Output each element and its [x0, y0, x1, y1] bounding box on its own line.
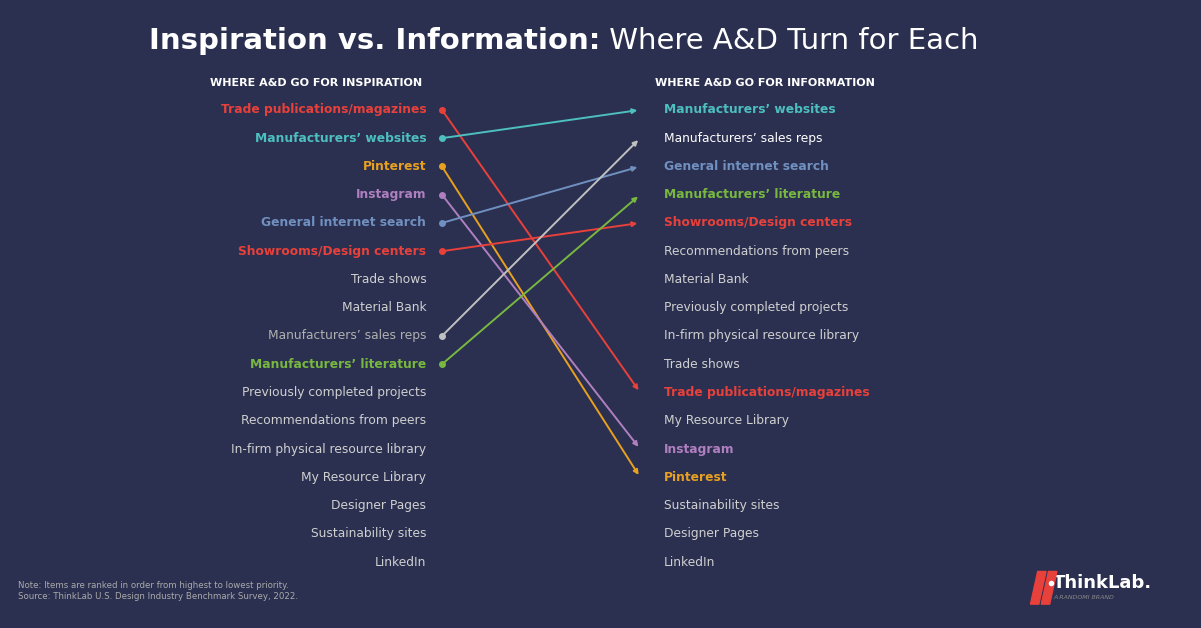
Text: Recommendations from peers: Recommendations from peers — [664, 245, 849, 257]
Text: Where A&D Turn for Each: Where A&D Turn for Each — [600, 27, 979, 55]
Text: Instagram: Instagram — [664, 443, 735, 455]
Text: WHERE A&D GO FOR INSPIRATION: WHERE A&D GO FOR INSPIRATION — [210, 78, 423, 88]
Text: Showrooms/Design centers: Showrooms/Design centers — [664, 217, 853, 229]
Polygon shape — [1041, 571, 1057, 604]
Text: Note: Items are ranked in order from highest to lowest priority.: Note: Items are ranked in order from hig… — [18, 581, 288, 590]
Text: Material Bank: Material Bank — [664, 273, 748, 286]
Text: Source: ThinkLab U.S. Design Industry Benchmark Survey, 2022.: Source: ThinkLab U.S. Design Industry Be… — [18, 592, 298, 601]
Text: LinkedIn: LinkedIn — [375, 556, 426, 568]
Text: ThinkLab.: ThinkLab. — [1053, 574, 1153, 592]
Text: Manufacturers’ literature: Manufacturers’ literature — [664, 188, 841, 201]
Text: General internet search: General internet search — [262, 217, 426, 229]
Text: Trade shows: Trade shows — [351, 273, 426, 286]
Text: A RANDOMI BRAND: A RANDOMI BRAND — [1053, 595, 1115, 600]
Text: Manufacturers’ sales reps: Manufacturers’ sales reps — [268, 330, 426, 342]
Text: Previously completed projects: Previously completed projects — [241, 386, 426, 399]
Text: Sustainability sites: Sustainability sites — [664, 499, 779, 512]
Text: Trade shows: Trade shows — [664, 358, 740, 371]
Text: In-firm physical resource library: In-firm physical resource library — [232, 443, 426, 455]
Text: Previously completed projects: Previously completed projects — [664, 301, 849, 314]
Text: General internet search: General internet search — [664, 160, 829, 173]
Text: Showrooms/Design centers: Showrooms/Design centers — [238, 245, 426, 257]
Text: Inspiration vs. Information:: Inspiration vs. Information: — [149, 27, 600, 55]
Text: Recommendations from peers: Recommendations from peers — [241, 414, 426, 427]
Text: Manufacturers’ sales reps: Manufacturers’ sales reps — [664, 132, 823, 144]
Text: Manufacturers’ literature: Manufacturers’ literature — [250, 358, 426, 371]
Text: My Resource Library: My Resource Library — [301, 471, 426, 484]
Text: Trade publications/magazines: Trade publications/magazines — [664, 386, 870, 399]
Text: In-firm physical resource library: In-firm physical resource library — [664, 330, 859, 342]
Text: Designer Pages: Designer Pages — [664, 528, 759, 540]
Text: LinkedIn: LinkedIn — [664, 556, 716, 568]
Text: Material Bank: Material Bank — [342, 301, 426, 314]
Text: Designer Pages: Designer Pages — [331, 499, 426, 512]
Text: Sustainability sites: Sustainability sites — [311, 528, 426, 540]
Text: Pinterest: Pinterest — [664, 471, 728, 484]
Text: Manufacturers’ websites: Manufacturers’ websites — [664, 104, 836, 116]
Text: Instagram: Instagram — [355, 188, 426, 201]
Text: My Resource Library: My Resource Library — [664, 414, 789, 427]
Polygon shape — [1030, 571, 1046, 604]
Text: WHERE A&D GO FOR INFORMATION: WHERE A&D GO FOR INFORMATION — [655, 78, 874, 88]
Text: Manufacturers’ websites: Manufacturers’ websites — [255, 132, 426, 144]
Text: Pinterest: Pinterest — [363, 160, 426, 173]
Text: Trade publications/magazines: Trade publications/magazines — [221, 104, 426, 116]
